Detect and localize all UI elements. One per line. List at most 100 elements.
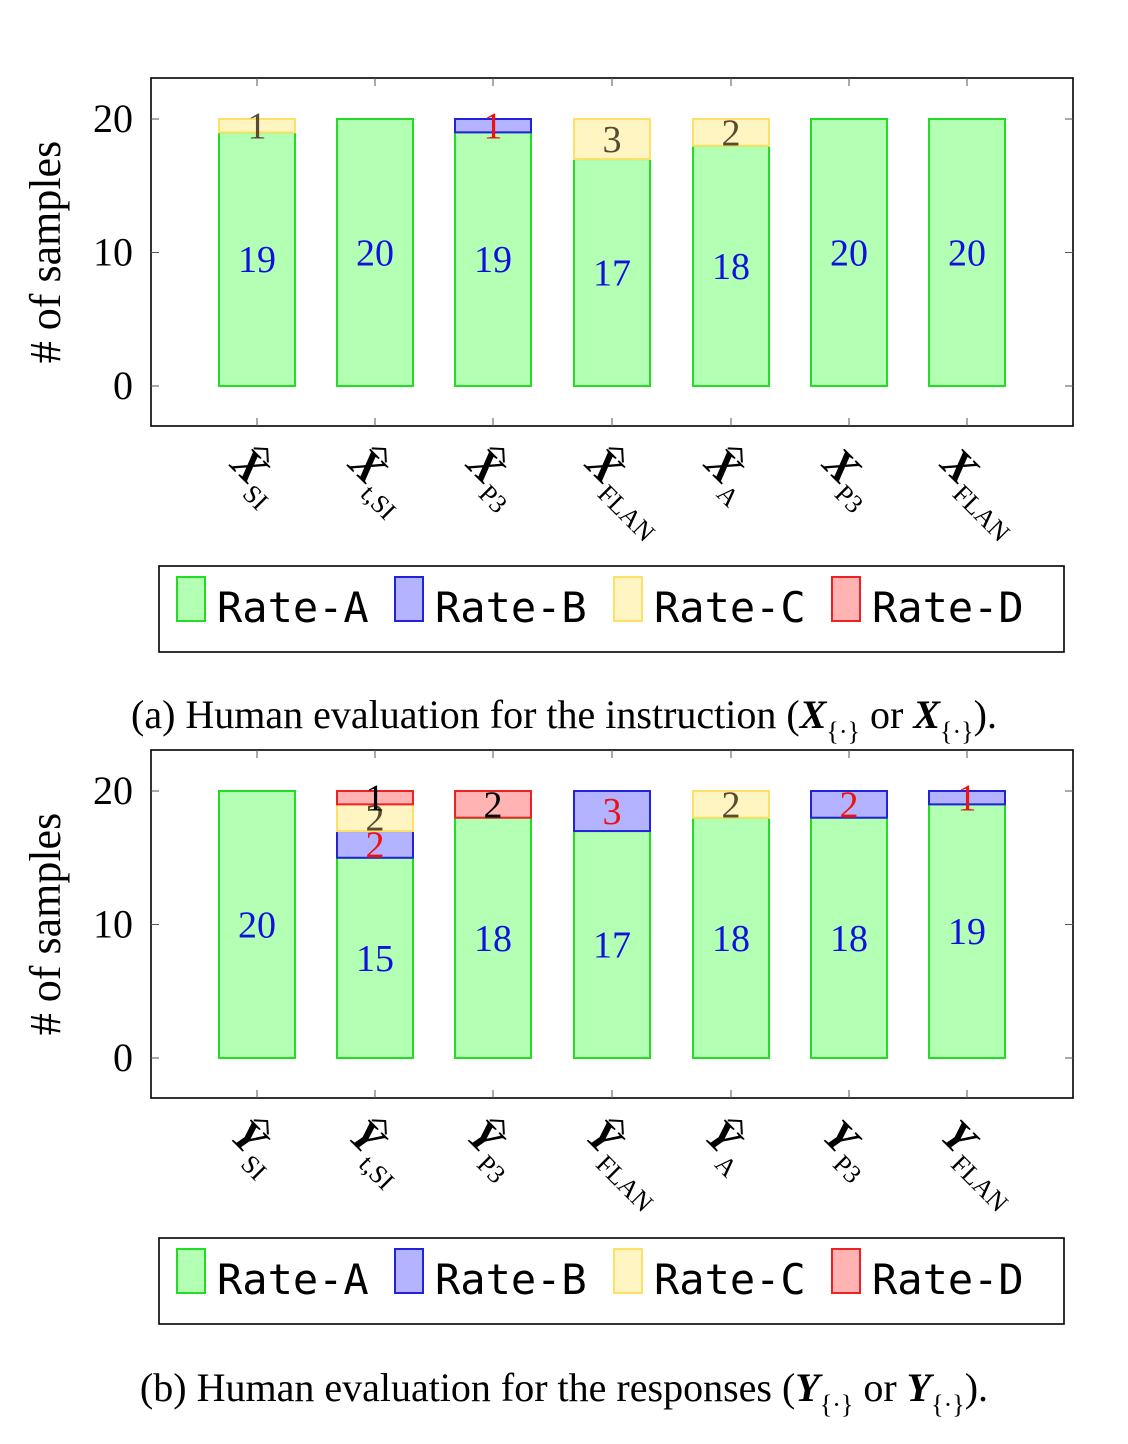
x-tick-label-subscript: FLAN [945, 1149, 1014, 1218]
data-label-rate-c: 2 [366, 798, 385, 840]
hat-accent [371, 1119, 387, 1135]
data-label-rate-a: 20 [948, 233, 986, 275]
caption-suffix: ). [965, 1365, 988, 1410]
legend-swatch-rate-c [613, 1248, 643, 1294]
caption-sub2: {·} [940, 717, 974, 746]
data-label-rate-a: 18 [712, 246, 750, 288]
bar-rate-a [573, 830, 651, 1059]
x-tick-label: XFLAN [570, 437, 681, 548]
legend-label-rate-d: Rate-D [872, 1255, 1024, 1304]
x-tick-label-text: Yt,SI [334, 1110, 419, 1195]
x-tick-label-subscript: FLAN [592, 479, 661, 548]
bar-rate-b [810, 790, 888, 819]
y-tick-label: 20 [93, 768, 133, 813]
legend-swatch-rate-b [394, 576, 424, 622]
hat-accent [608, 447, 624, 463]
bar-rate-b [573, 790, 651, 833]
legend: Rate-A Rate-B Rate-C Rate-D [158, 565, 1065, 653]
bar-rate-a [218, 131, 296, 387]
caption-var: Y [795, 1365, 823, 1410]
bar-rate-a [454, 816, 532, 1060]
x-tick-label: XSI [221, 437, 279, 516]
x-tick-label: XFLAN [931, 437, 1016, 548]
bar-rate-a [810, 118, 888, 387]
chart-panel-a: 0 10 20 # of samples 19 1 20 19 1 17 3 18 2 20 20 XSI Xt… [21, 77, 1074, 746]
y-tick-label: 0 [113, 1035, 133, 1080]
data-label-rate-a: 19 [474, 239, 512, 281]
bar-rate-c [573, 118, 651, 161]
data-label-rate-a: 19 [238, 239, 276, 281]
bar-rate-a [692, 144, 770, 387]
figure-caption: (a) Human evaluation for the instruction… [131, 692, 997, 746]
legend-swatch-rate-a [176, 1248, 206, 1294]
legend-label-rate-c: Rate-C [654, 1255, 806, 1304]
x-tick-label-text: YFLAN [571, 1110, 678, 1217]
bar-rate-a [454, 131, 532, 387]
x-tick-label-text: Xt,SI [333, 437, 422, 526]
x-tick-label-text: YP3 [808, 1110, 887, 1189]
y-tick-label: 20 [93, 96, 133, 141]
x-tick-label: YSI [216, 1110, 292, 1186]
bar-rate-a [692, 816, 770, 1060]
x-tick-label: YFLAN [571, 1110, 678, 1217]
figure-caption: (b) Human evaluation for the responses (… [140, 1365, 988, 1419]
x-tick-label: XP3 [807, 437, 889, 519]
legend-swatch-rate-b [394, 1248, 424, 1294]
bar-rate-b [928, 790, 1006, 806]
data-label-rate-b: 2 [840, 784, 859, 826]
hat-accent [371, 447, 387, 463]
data-label-rate-a: 17 [593, 925, 631, 967]
x-tick-label-text: YA [690, 1110, 763, 1183]
data-label-rate-c: 1 [248, 106, 267, 148]
bar-rate-c [692, 790, 770, 819]
caption-sub2: {·} [931, 1390, 965, 1419]
data-label-rate-a: 18 [830, 918, 868, 960]
data-label-rate-a: 18 [712, 918, 750, 960]
caption-suffix: ). [974, 692, 997, 737]
data-label-rate-b: 1 [958, 778, 977, 820]
caption-sub: {·} [820, 1390, 854, 1419]
caption-prefix: (b) Human evaluation for the responses ( [140, 1365, 795, 1410]
data-label-rate-c: 2 [722, 112, 741, 154]
legend-label-rate-b: Rate-B [435, 583, 587, 632]
data-label-rate-a: 18 [474, 918, 512, 960]
legend-frame [158, 1237, 1065, 1325]
x-tick-label: YA [690, 1110, 763, 1183]
legend-label-rate-c: Rate-C [654, 583, 806, 632]
caption-var2: X [911, 692, 941, 737]
bar-rate-a [810, 816, 888, 1060]
caption-sub: {·} [826, 717, 860, 746]
y-axis-label: # of samples [21, 141, 70, 363]
hat-accent [489, 447, 505, 463]
legend-label-rate-a: Rate-A [217, 583, 369, 632]
legend-label-rate-d: Rate-D [872, 583, 1024, 632]
data-label-rate-a: 20 [238, 905, 276, 947]
bar-rate-a [336, 118, 414, 387]
x-tick-label-text: YFLAN [926, 1110, 1033, 1217]
x-tick-label: YP3 [458, 1110, 515, 1189]
bar-rate-a [218, 790, 296, 1059]
y-axis-label: # of samples [21, 813, 70, 1035]
legend-swatch-rate-a [176, 576, 206, 622]
data-label-rate-c: 3 [603, 119, 622, 161]
caption-mid: or [853, 1365, 906, 1410]
caption-prefix: (a) Human evaluation for the instruction… [131, 692, 800, 737]
y-tick-label: 0 [113, 363, 133, 408]
bar-rate-a [928, 118, 1006, 387]
x-tick-label-text: XFLAN [570, 437, 681, 548]
x-tick-label-text: YSI [216, 1110, 292, 1186]
bar-rate-b [454, 118, 532, 134]
bar-rate-a [928, 803, 1006, 1059]
data-label-rate-b: 3 [603, 791, 622, 833]
legend-label-rate-a: Rate-A [217, 1255, 369, 1304]
caption-var2: Y [907, 1365, 935, 1410]
data-label-rate-a: 20 [830, 233, 868, 275]
x-tick-label-subscript: FLAN [590, 1149, 659, 1218]
legend-swatch-rate-c [613, 576, 643, 622]
x-tick-label-text: XP3 [807, 437, 889, 519]
legend-frame [158, 565, 1065, 653]
data-label-rate-d: 2 [484, 784, 503, 826]
y-tick-label: 10 [93, 902, 133, 947]
